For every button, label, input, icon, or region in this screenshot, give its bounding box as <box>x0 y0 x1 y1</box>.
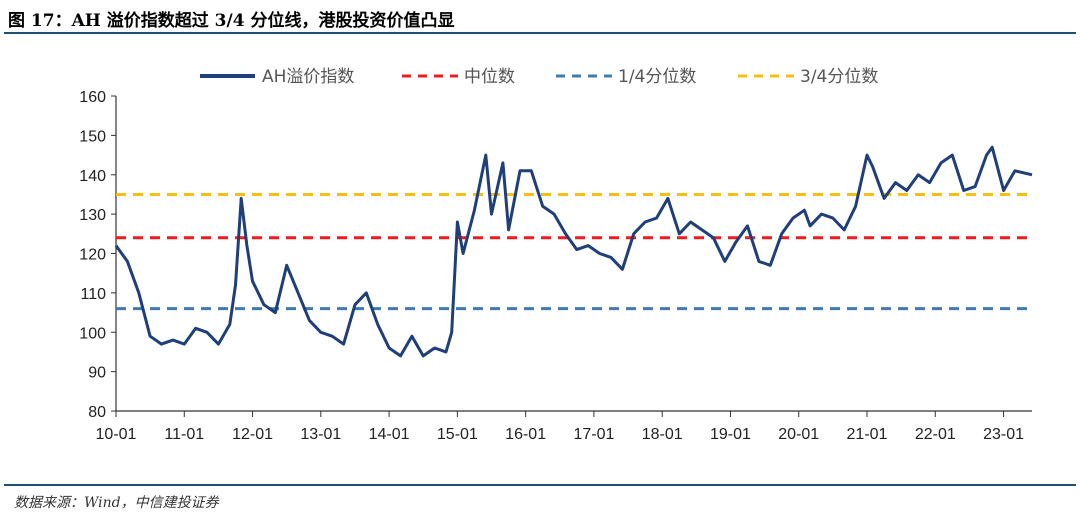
ah-premium-chart: AH溢价指数 中位数 1/4分位数 3/4分位数 80 90 100 110 120 13… <box>79 67 1033 443</box>
x-tick-label: 19-01 <box>710 426 751 443</box>
x-tick-label: 15-01 <box>437 426 478 443</box>
legend-label-median: 中位数 <box>464 67 515 87</box>
series-line-ah-premium <box>114 145 1033 358</box>
x-tick-label: 13-01 <box>300 426 341 443</box>
reference-lines <box>116 192 1032 311</box>
source-note: 数据来源：Wind，中信建投证券 <box>14 495 219 511</box>
x-tick-label: 11-01 <box>164 426 204 443</box>
x-tick-label: 16-01 <box>505 426 546 443</box>
source-rule <box>4 484 1076 486</box>
x-tick-label: 23-01 <box>983 426 1024 443</box>
y-tick-label: 160 <box>79 89 106 106</box>
legend-label-q3: 3/4分位数 <box>800 67 878 87</box>
y-tick-label: 140 <box>79 168 106 185</box>
x-tick-label: 18-01 <box>642 426 683 443</box>
y-tick-label: 150 <box>79 128 106 145</box>
figure-title: 图 17：AH 溢价指数超过 3/4 分位线，港股投资价值凸显 <box>8 11 455 31</box>
x-tick-label: 14-01 <box>369 426 410 443</box>
legend: AH溢价指数 中位数 1/4分位数 3/4分位数 <box>200 67 878 87</box>
y-tick-label: 110 <box>80 286 106 303</box>
x-tick-label: 21-01 <box>847 426 888 443</box>
x-tick-label: 12-01 <box>232 426 273 443</box>
y-tick-label: 100 <box>79 325 106 342</box>
x-tick-label: 22-01 <box>915 426 956 443</box>
x-tick-label: 10-01 <box>96 426 137 443</box>
x-tick-label: 17-01 <box>573 426 614 443</box>
axes: 80 90 100 110 120 130 140 150 160 10-01 11-01 12-01… <box>79 89 1032 443</box>
x-tick-label: 20-01 <box>778 426 819 443</box>
y-tick-label: 120 <box>79 247 106 264</box>
series-layer <box>114 145 1033 358</box>
title-rule <box>4 32 1076 34</box>
y-tick-label: 80 <box>88 404 106 421</box>
legend-label-ah: AH溢价指数 <box>262 67 354 87</box>
y-tick-label: 90 <box>88 365 106 382</box>
legend-label-q1: 1/4分位数 <box>618 67 696 87</box>
y-tick-label: 130 <box>79 207 106 224</box>
